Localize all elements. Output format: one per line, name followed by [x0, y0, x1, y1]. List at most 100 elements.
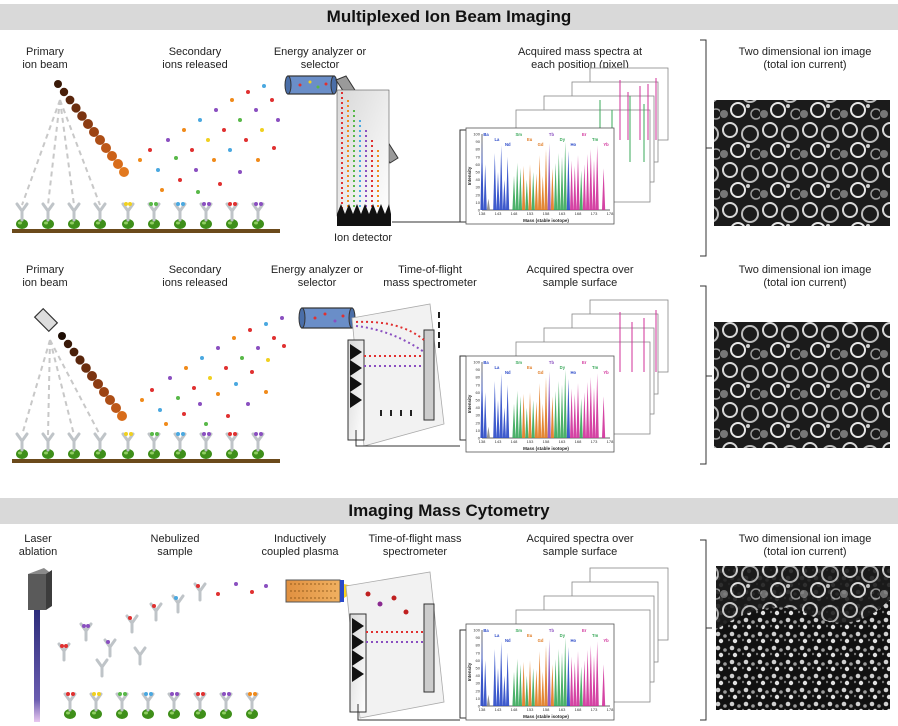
s3-spectra-line1: Acquired spectra over	[526, 533, 634, 545]
spectrum-peak	[554, 162, 558, 210]
spectrum-peak	[541, 175, 545, 210]
spectrum-element-label: Ho	[570, 142, 576, 147]
s1-analyzer-label: Energy analyzer or selector	[265, 46, 375, 72]
spectrum-peak	[515, 162, 519, 210]
spectrum-peak	[554, 658, 558, 706]
spectrum-x-tick: 173	[591, 439, 598, 444]
spectrum-y-tick: 40	[476, 673, 481, 678]
spectrum-peak	[525, 407, 529, 438]
s3-laser-line1: Laser	[24, 533, 52, 545]
s1-secondary-line2: ions released	[162, 59, 228, 71]
spectrum-peak	[602, 396, 606, 438]
spectrum-peak	[544, 149, 548, 210]
spectrum-x-tick: 143	[495, 707, 502, 712]
spectrum-peak	[486, 198, 490, 210]
spectrum-peak	[554, 390, 558, 438]
spectrum-element-label: Dy	[560, 633, 566, 638]
s1-secondary-ions-label: Secondary ions released	[155, 46, 235, 72]
spectrum-peak	[528, 660, 532, 706]
spectrum-peak	[579, 398, 583, 438]
s3-sample	[63, 692, 259, 719]
spectrum-peak	[550, 396, 554, 438]
spectrum-y-tick: 30	[476, 413, 481, 418]
s1-mass-analyzer	[335, 75, 399, 226]
spectrum-peak	[483, 660, 487, 706]
spectrum-peak	[547, 639, 551, 706]
spectrum-x-tick: 148	[511, 439, 518, 444]
spectrum-peak	[602, 168, 606, 210]
s2-primary-beam-line1: Primary	[26, 264, 64, 276]
s3-tof-line1: Time-of-flight mass	[368, 533, 462, 545]
spectrum-peak	[538, 651, 542, 706]
s3-spectra-line2: sample surface	[542, 546, 618, 558]
spectrum-element-label: Er	[582, 132, 587, 137]
spectrum-peak	[579, 666, 583, 706]
s2-secondary-line2: ions released	[162, 277, 228, 289]
s2-spectra-line1: Acquired spectra over	[526, 264, 634, 276]
spectrum-peak	[573, 661, 577, 706]
s1-bracket-right	[700, 39, 712, 257]
s2-bracket-left	[355, 355, 466, 447]
spectrum-y-tick: 60	[476, 162, 481, 167]
spectrum-peak	[534, 669, 538, 706]
spectrum-y-tick: 90	[476, 139, 481, 144]
spectrum-y-tick: 10	[476, 428, 481, 433]
spectrum-peak	[602, 664, 606, 706]
spectrum-y-tick: 70	[476, 382, 481, 387]
spectrum-peak	[595, 373, 599, 438]
spectrum-peak	[512, 175, 516, 210]
spectrum-peak	[576, 383, 580, 438]
spectrum-peak	[557, 153, 561, 210]
spectrum-peak	[480, 368, 484, 438]
s1-analyzer-line2: selector	[300, 59, 340, 71]
spectrum-peak	[592, 655, 596, 706]
spectrum-x-label: Mass (stable isotope)	[523, 446, 569, 451]
s2-sample	[12, 339, 280, 463]
spectrum-peak	[525, 179, 529, 210]
spectrum-element-label: Ba	[483, 628, 489, 633]
spectrum-peak	[560, 384, 564, 438]
spectrum-peak	[563, 637, 567, 706]
spectrum-x-label: Mass (stable isotope)	[523, 218, 569, 223]
spectrum-peak	[496, 400, 500, 438]
spectrum-y-tick: 10	[476, 200, 481, 205]
spectrum-element-label: Gd	[538, 638, 544, 643]
spectrum-peak	[592, 159, 596, 210]
spectrum-y-tick: 0	[478, 436, 481, 441]
spectrum-x-tick: 143	[495, 439, 502, 444]
spectrum-x-tick: 173	[591, 211, 598, 216]
spectrum-peak	[579, 170, 583, 210]
s3-bracket-right	[700, 539, 712, 721]
spectrum-peak	[496, 172, 500, 210]
spectrum-peak	[531, 172, 535, 210]
spectrum-peak	[544, 377, 548, 438]
spectrum-x-tick: 148	[511, 707, 518, 712]
spectrum-peak	[499, 373, 503, 438]
ion-detector-label: Ion detector	[333, 232, 393, 244]
s2-primary-beam-line2: ion beam	[22, 277, 68, 289]
spectrum-peak	[550, 664, 554, 706]
spectrum-peak	[486, 694, 490, 706]
spectrum-peak	[595, 145, 599, 210]
spectrum-peak	[506, 652, 510, 706]
s2-analyzer-label: Energy analyzer or selector	[262, 264, 372, 290]
spectrum-y-tick: 100	[473, 132, 480, 137]
spectrum-x-tick: 138	[479, 439, 486, 444]
spectrum-peak	[541, 671, 545, 706]
spectrum-y-tick: 0	[478, 208, 481, 213]
spectrum-x-tick: 178	[607, 439, 614, 444]
spectrum-peak	[522, 661, 526, 706]
s3-plasma-line2: coupled plasma	[261, 546, 339, 558]
spectrum-element-label: Tb	[549, 132, 555, 137]
spectrum-peak	[531, 668, 535, 706]
spectrum-peak	[525, 675, 529, 706]
spectrum-peak	[515, 658, 519, 706]
spectrum-peak	[502, 675, 506, 706]
spectrum-peak	[550, 168, 554, 210]
spectrum-peak	[538, 155, 542, 210]
s3-tof-label: Time-of-flight mass spectrometer	[355, 533, 475, 559]
spectrum-peak	[592, 387, 596, 438]
spectrum-y-tick: 90	[476, 635, 481, 640]
spectrum-peak	[570, 656, 574, 706]
